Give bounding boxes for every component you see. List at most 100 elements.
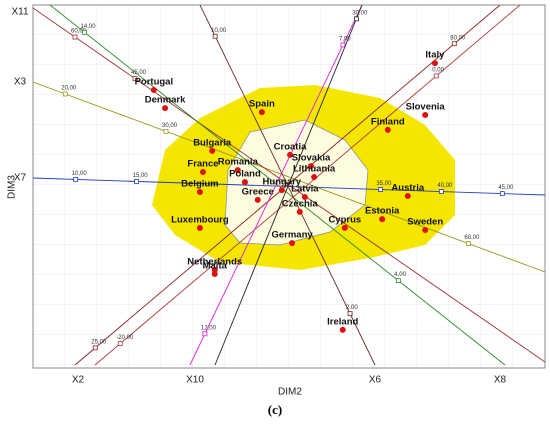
biplot-tick-label: 12,00 <box>201 325 217 331</box>
biplot-axis-name: X6 <box>369 375 382 386</box>
biplot-tick-label: 7,00 <box>339 36 351 42</box>
inner-hull <box>224 119 369 246</box>
biplot-axis-name: X11 <box>11 7 28 18</box>
country-point <box>196 188 203 195</box>
biplot-tick-label: -20,00 <box>116 335 134 341</box>
country-label: Greece <box>242 186 274 197</box>
country-point <box>196 224 203 231</box>
country-label: Spain <box>249 99 275 110</box>
country-label: Lithuania <box>293 164 336 175</box>
country-point <box>150 86 157 93</box>
biplot-tick <box>73 177 79 182</box>
biplot-tick <box>202 331 208 337</box>
country-label: France <box>187 158 218 169</box>
country-label: Austria <box>391 182 424 193</box>
country-point <box>287 151 294 158</box>
biplot-tick-label: 25,00 <box>91 339 107 345</box>
country-label: Estonia <box>365 206 400 217</box>
country-point <box>209 147 216 154</box>
country-label: Croatia <box>274 141 307 152</box>
biplot-tick-label: 60,00 <box>71 29 87 35</box>
biplot-axis <box>94 5 521 366</box>
biplot-tick <box>353 16 359 22</box>
country-label: Netherlands <box>187 257 242 268</box>
biplot-axis-name: X8 <box>494 375 507 386</box>
country-point <box>311 174 318 181</box>
biplot-tick-label: 14,00 <box>81 24 97 30</box>
plot: 10,00 15,00 35,00 40,00 45,00 20,00 30,00 60,00… <box>33 5 545 366</box>
caption: (c) <box>268 402 282 417</box>
country-label: Sweden <box>407 217 443 228</box>
biplot-axis <box>33 177 545 196</box>
country-label: Slovenia <box>406 102 446 113</box>
biplot-tick-label: 80,00 <box>450 35 466 41</box>
biplot-axis-name: X7 <box>14 173 27 184</box>
country-point <box>431 60 438 67</box>
biplot-tick-label: 45,00 <box>131 70 147 76</box>
country-point <box>254 196 261 203</box>
biplot-tick <box>438 189 444 194</box>
biplot-tick <box>82 29 87 35</box>
biplot-tick-label: 4,00 <box>394 272 406 278</box>
country-point <box>308 163 315 170</box>
country-label: Ireland <box>327 316 358 327</box>
biplot-tick-label: 30,00 <box>352 10 368 16</box>
biplot-tick <box>347 311 353 317</box>
country-point <box>384 126 391 133</box>
country-point <box>339 326 346 333</box>
biplot-axis <box>214 5 363 366</box>
biplot-tick <box>62 91 68 97</box>
country-label: Luxembourg <box>171 214 229 225</box>
country-point <box>301 194 308 201</box>
biplot-tick <box>340 42 346 48</box>
country-point <box>278 187 285 194</box>
country-point <box>199 168 206 175</box>
biplot-axis-name: X10 <box>186 375 204 386</box>
x-axis-label: DIM2 <box>278 387 302 398</box>
country-label: Romania <box>218 157 259 168</box>
country-label: Denmark <box>145 95 186 106</box>
country-label: Germany <box>271 230 313 241</box>
country-label: Hungary <box>263 177 302 188</box>
biplot-tick-label: 0,00 <box>432 68 444 74</box>
biplot-tick-label: 30,00 <box>162 123 178 129</box>
biplot-tick <box>132 76 138 81</box>
country-point <box>379 216 386 223</box>
biplot-tick <box>395 278 401 283</box>
country-point <box>422 227 429 234</box>
country-label: Belgium <box>181 178 218 189</box>
country-label: Cyprus <box>328 214 361 225</box>
biplot-axis <box>33 7 545 363</box>
biplot-tick <box>117 341 123 346</box>
biplot-axis-name: X2 <box>72 375 85 386</box>
biplot-tick-label: 20,00 <box>61 86 77 92</box>
country-point <box>234 167 241 174</box>
biplot-tick-label: 10,00 <box>211 28 227 34</box>
biplot-tick <box>134 179 140 184</box>
biplot-axis <box>49 5 506 366</box>
country-label: Latvia <box>291 184 319 195</box>
country-point <box>296 208 303 215</box>
country-point <box>404 192 411 199</box>
country-point <box>241 179 248 186</box>
country-point <box>341 224 348 231</box>
biplot-tick <box>378 187 383 192</box>
biplot-tick-label: 15,00 <box>133 173 149 179</box>
biplot-tick <box>433 73 439 79</box>
biplot-axis-name: X3 <box>14 77 27 88</box>
biplot-tick <box>466 241 471 246</box>
biplot-tick <box>451 41 457 47</box>
country-point <box>162 105 169 112</box>
country-point <box>211 270 218 277</box>
biplot-tick-label: 45,00 <box>498 185 514 191</box>
biplot-tick-label: 60,00 <box>464 235 480 241</box>
biplot-tick-label: 35,00 <box>376 181 392 187</box>
biplot-tick <box>212 33 218 39</box>
biplot-tick <box>92 345 98 351</box>
country-label: Czechia <box>282 198 319 209</box>
country-point <box>289 240 296 247</box>
country-point <box>422 111 429 118</box>
country-point <box>258 109 265 116</box>
biplot-tick <box>163 128 169 134</box>
